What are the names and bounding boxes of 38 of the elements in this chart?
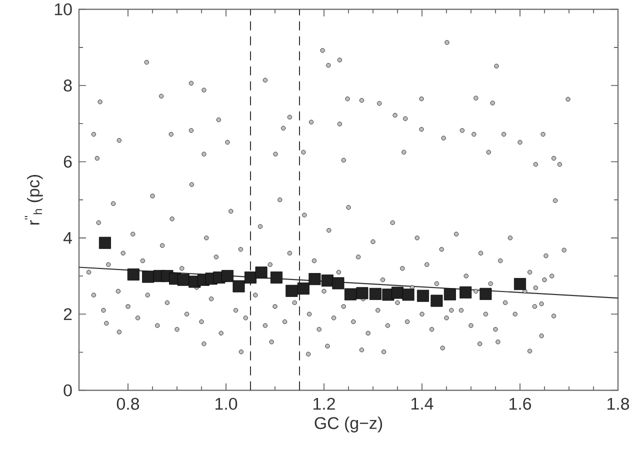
point (308, 272, 321, 285)
x-tick-label: 1.0 (216, 398, 238, 410)
point (460, 286, 472, 298)
point (244, 271, 257, 284)
x-tick-label: 0.8 (116, 398, 140, 410)
x-tick-label: 1.8 (608, 398, 630, 410)
point (286, 284, 298, 297)
point (177, 274, 190, 286)
point (514, 278, 526, 290)
x-axis-title: GC (g−z) (314, 416, 382, 432)
point (402, 288, 414, 301)
point (221, 270, 234, 282)
x-tick-label: 1.6 (510, 398, 532, 410)
point (344, 288, 356, 300)
point (270, 271, 282, 284)
y-tick-label: 10 (54, 3, 72, 16)
point (98, 236, 111, 249)
y-tick-label: 0 (64, 384, 72, 396)
point (127, 268, 140, 280)
point (480, 288, 492, 300)
x-tick-label: 1.2 (314, 398, 335, 410)
point (416, 290, 429, 302)
point (297, 282, 310, 294)
y-axis-title: r$^{''}$$_{h}$ (pc) (24, 174, 43, 224)
point (356, 287, 368, 300)
point (321, 274, 334, 286)
point (369, 288, 382, 300)
point (332, 277, 344, 290)
y-tick-label: 4 (63, 232, 72, 244)
y-tick-label: 2 (64, 308, 72, 320)
point (444, 288, 456, 300)
point (430, 294, 443, 307)
x-tick-label: 1.4 (412, 398, 434, 410)
point (232, 280, 245, 292)
point (142, 270, 154, 283)
y-tick-label: 8 (64, 79, 72, 92)
y-tick-label: 6 (64, 156, 72, 168)
point (255, 266, 268, 278)
